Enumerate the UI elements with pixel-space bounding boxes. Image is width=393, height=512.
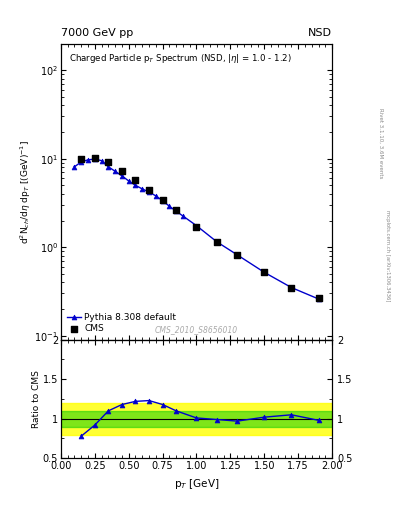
- CMS: [214, 238, 220, 246]
- CMS: [78, 155, 84, 163]
- Pythia 8.308 default: [133, 182, 138, 188]
- Pythia 8.308 default: [79, 159, 84, 165]
- Bar: [61, 411, 332, 426]
- Text: Charged Particle p$_T$ Spectrum (NSD, |$\eta$| = 1.0 - 1.2): Charged Particle p$_T$ Spectrum (NSD, |$…: [69, 52, 292, 66]
- CMS: [105, 158, 112, 166]
- Pythia 8.308 default: [92, 156, 97, 162]
- Pythia 8.308 default: [167, 203, 172, 209]
- CMS: [261, 268, 267, 276]
- Pythia 8.308 default: [181, 213, 185, 219]
- Pythia 8.308 default: [194, 223, 199, 229]
- CMS: [160, 196, 166, 204]
- CMS: [315, 293, 321, 302]
- Pythia 8.308 default: [215, 239, 219, 245]
- CMS: [288, 284, 295, 292]
- CMS: [146, 186, 152, 195]
- Pythia 8.308 default: [126, 178, 131, 184]
- Text: NSD: NSD: [308, 28, 332, 38]
- Pythia 8.308 default: [106, 164, 111, 170]
- Pythia 8.308 default: [289, 285, 294, 291]
- Pythia 8.308 default: [113, 168, 118, 175]
- Text: CMS_2010_S8656010: CMS_2010_S8656010: [155, 325, 238, 334]
- Legend: Pythia 8.308 default, CMS: Pythia 8.308 default, CMS: [65, 311, 178, 335]
- Pythia 8.308 default: [316, 296, 321, 302]
- Pythia 8.308 default: [160, 198, 165, 204]
- CMS: [234, 251, 240, 259]
- Text: Rivet 3.1.10, 3.6M events: Rivet 3.1.10, 3.6M events: [378, 108, 383, 179]
- Bar: [61, 403, 332, 435]
- Y-axis label: d$^2$N$_{ch}$/d$\eta$ dp$_T$ [(GeV)$^{-1}$]: d$^2$N$_{ch}$/d$\eta$ dp$_T$ [(GeV)$^{-1…: [18, 140, 33, 244]
- Pythia 8.308 default: [119, 173, 124, 179]
- Pythia 8.308 default: [86, 157, 90, 163]
- X-axis label: p$_T$ [GeV]: p$_T$ [GeV]: [174, 477, 219, 490]
- Pythia 8.308 default: [174, 208, 178, 215]
- CMS: [193, 223, 200, 231]
- Pythia 8.308 default: [99, 158, 104, 164]
- Pythia 8.308 default: [72, 164, 77, 170]
- Text: mcplots.cern.ch [arXiv:1306.3436]: mcplots.cern.ch [arXiv:1306.3436]: [385, 210, 389, 302]
- CMS: [132, 176, 139, 184]
- CMS: [173, 206, 179, 215]
- Pythia 8.308 default: [153, 193, 158, 199]
- Pythia 8.308 default: [262, 269, 266, 275]
- CMS: [92, 154, 98, 162]
- Line: Pythia 8.308 default: Pythia 8.308 default: [72, 157, 321, 302]
- Pythia 8.308 default: [147, 189, 151, 195]
- Y-axis label: Ratio to CMS: Ratio to CMS: [32, 370, 41, 428]
- Pythia 8.308 default: [140, 186, 145, 192]
- Pythia 8.308 default: [235, 252, 239, 258]
- Text: 7000 GeV pp: 7000 GeV pp: [61, 28, 133, 38]
- CMS: [119, 167, 125, 175]
